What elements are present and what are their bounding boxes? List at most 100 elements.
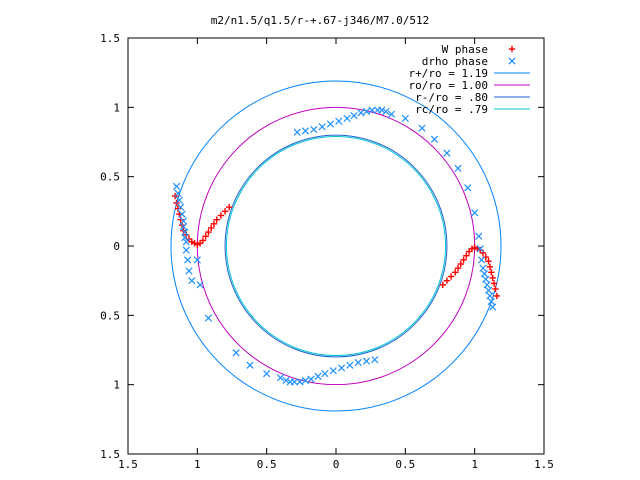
drho-phase-point: [335, 117, 343, 125]
x-tick-label: 1.5: [118, 458, 138, 471]
drho-phase-point: [482, 275, 490, 283]
y-tick-label: 0.5: [100, 171, 120, 184]
marker-stroke: [454, 164, 462, 172]
drho-phase-point: [314, 372, 322, 380]
drho-phase-point: [443, 149, 451, 157]
drho-phase-point: [346, 361, 354, 369]
w-phase-point: [199, 237, 207, 244]
marker-stroke: [314, 372, 322, 380]
drho-phase-point: [263, 369, 271, 378]
point-series: [171, 106, 501, 386]
marker-stroke: [204, 314, 213, 322]
marker-stroke: [346, 361, 354, 369]
w-phase-point: [439, 281, 446, 289]
drho-phase-point: [276, 374, 285, 382]
drho-phase-point: [321, 369, 329, 378]
drho-phase-point: [196, 281, 204, 289]
marker-stroke: [185, 267, 193, 275]
drho-phase-point: [307, 375, 315, 383]
marker-stroke: [430, 135, 439, 143]
marker-stroke: [301, 376, 310, 385]
drho-phase-point: [181, 234, 189, 242]
marker-stroke: [310, 125, 318, 134]
marker-stroke: [378, 106, 386, 114]
y-tick-label: 1: [113, 379, 120, 392]
legend-label: r-/ro = .80: [415, 91, 488, 104]
marker-stroke: [464, 184, 472, 192]
drho-phase-point: [371, 356, 379, 364]
marker-stroke: [476, 245, 484, 253]
drho-phase-point: [329, 367, 337, 375]
marker-stroke: [276, 374, 285, 382]
drho-phase-point: [489, 303, 497, 311]
w-phase-point: [457, 260, 464, 268]
drho-phase-point: [178, 210, 186, 218]
drho-phase-point: [172, 182, 181, 190]
marker-stroke: [188, 277, 196, 285]
marker-stroke: [178, 210, 186, 218]
drho-phase-point: [378, 106, 386, 114]
w-phase-point: [202, 233, 209, 240]
drho-phase-point: [337, 364, 346, 372]
w-phase-point: [460, 256, 467, 264]
drho-phase-point: [188, 277, 196, 285]
marker-stroke: [177, 203, 185, 211]
drho-phase-point: [477, 256, 486, 264]
drho-phase-point: [293, 128, 301, 136]
marker-stroke: [196, 281, 204, 289]
legend-sample-marker: [508, 45, 516, 53]
legend-sample-marker: [508, 57, 516, 65]
w-phase-point: [213, 216, 220, 223]
marker-stroke: [179, 222, 188, 231]
marker-stroke: [184, 256, 192, 264]
marker-stroke: [335, 117, 343, 125]
w-phase-point: [210, 220, 218, 228]
marker-stroke: [172, 182, 181, 190]
drho-phase-point: [476, 245, 484, 253]
w-phase-point: [205, 228, 212, 236]
marker-stroke: [479, 264, 487, 272]
marker-stroke: [296, 378, 304, 386]
marker-stroke: [175, 196, 183, 204]
marker-stroke: [489, 303, 497, 311]
marker-stroke: [179, 217, 188, 225]
marker-stroke: [181, 234, 189, 242]
marker-stroke: [354, 358, 362, 367]
marker-stroke: [350, 112, 358, 120]
marker-stroke: [368, 106, 376, 114]
x-tick-label: 1.5: [534, 458, 554, 471]
y-tick-label: 0.5: [100, 309, 120, 322]
circle-series: [170, 80, 502, 412]
marker-stroke: [483, 281, 491, 289]
drho-phase-point: [418, 124, 426, 132]
drho-phase-point: [401, 114, 409, 123]
marker-stroke: [343, 114, 351, 123]
y-tick-label: 0: [113, 240, 120, 253]
drho-phase-point: [282, 376, 290, 385]
y-tick-label: 1.5: [100, 448, 120, 461]
w-phase-point: [485, 258, 492, 265]
drho-phase-point: [182, 246, 190, 254]
w-phase-point: [226, 203, 233, 211]
marker-stroke: [174, 189, 182, 197]
drho-phase-point: [387, 110, 396, 118]
drho-phase-point: [475, 232, 483, 240]
drho-phase-point: [310, 125, 318, 134]
marker-stroke: [477, 256, 486, 264]
drho-phase-point: [301, 376, 310, 385]
marker-stroke: [301, 127, 310, 135]
w-phase-point: [488, 269, 495, 276]
drho-phase-point: [232, 349, 240, 357]
drho-phase-point: [487, 297, 495, 306]
x-tick-label: 0: [333, 458, 340, 471]
drho-phase-point: [326, 120, 335, 128]
drho-phase-point: [179, 217, 188, 225]
drho-phase-point: [368, 106, 376, 114]
marker-stroke: [357, 109, 365, 117]
legend-label: ro/ro = 1.00: [409, 79, 488, 92]
drho-phase-point: [179, 222, 188, 231]
marker-stroke: [293, 128, 301, 136]
w-phase-point: [217, 212, 225, 219]
